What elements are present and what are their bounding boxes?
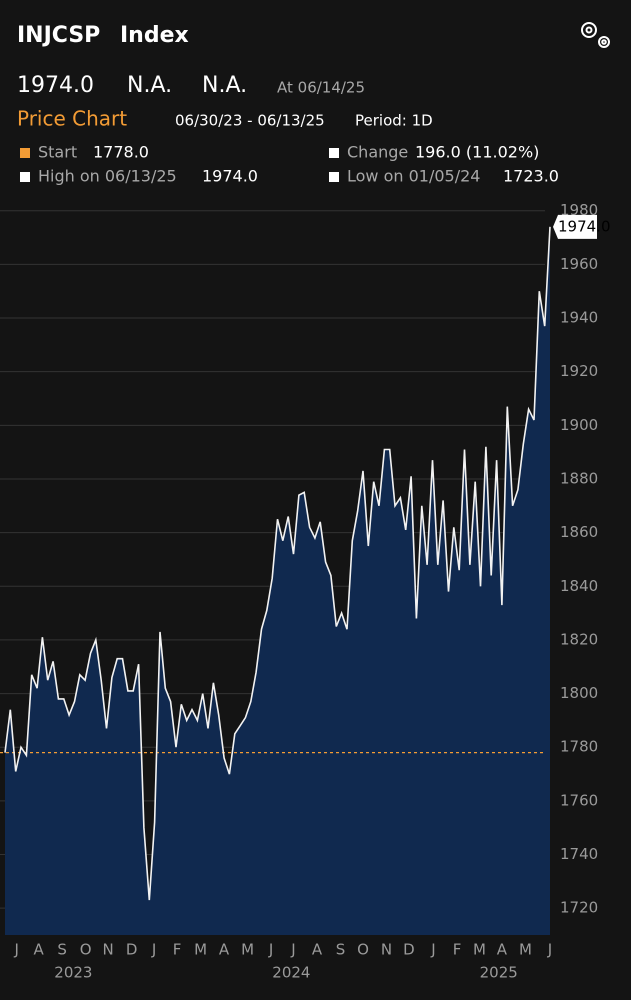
x-tick-label: A (219, 941, 230, 959)
date-range: 06/30/23 - 06/13/25 (175, 112, 325, 130)
legend-marker (329, 172, 339, 182)
y-tick-label: 1740 (560, 845, 598, 863)
y-tick-label: 1920 (560, 362, 598, 380)
y-tick-label: 1960 (560, 255, 598, 273)
legend: Start 1778.0 Change 196.0 (11.02%) High on 0… (20, 143, 559, 186)
plot: 1720 1740 1760 1780 1800 1820 1840 1860 1880 1900… (0, 201, 611, 982)
x-tick-label: A (497, 941, 508, 959)
x-tick-label: A (312, 941, 323, 959)
x-tick-label: S (57, 941, 67, 959)
y-tick-label: 1780 (560, 738, 598, 756)
x-tick-label: J (268, 941, 273, 959)
field-2: N.A. (127, 73, 172, 98)
x-group-label: 2024 (272, 964, 310, 982)
x-tick-label: M (241, 941, 254, 959)
x-tick-label: M (194, 941, 207, 959)
legend-value: 1723.0 (503, 167, 559, 186)
x-tick-label: M (473, 941, 486, 959)
legend-value: 196.0 (11.02%) (415, 143, 539, 162)
price-line (4, 226, 551, 901)
x-group-label: 2023 (54, 964, 92, 982)
y-tick-label: 1980 (560, 201, 598, 219)
x-tick-label: N (381, 941, 392, 959)
x-tick-label: J (290, 941, 295, 959)
x-tick-label: J (430, 941, 435, 959)
x-tick-label: N (103, 941, 114, 959)
y-tick-label: 1800 (560, 684, 598, 702)
x-tick-label: M (519, 941, 532, 959)
x-tick-label: O (80, 941, 92, 959)
y-tick-label: 1760 (560, 791, 598, 809)
legend-label: Low on 01/05/24 (347, 167, 480, 186)
y-tick-label: 1860 (560, 523, 598, 541)
symbol: INJCSP (17, 23, 100, 48)
as-of: At 06/14/25 (277, 79, 365, 97)
x-tick-label: D (126, 941, 138, 959)
x-tick-label: J (151, 941, 156, 959)
y-tick-label: 1720 (560, 899, 598, 917)
y-tick-label: 1940 (560, 309, 598, 327)
last-value-label: 1974.0 (558, 217, 611, 235)
x-tick-label: D (403, 941, 415, 959)
legend-label: Change (347, 143, 408, 162)
x-tick-label: S (336, 941, 346, 959)
x-tick-label: J (547, 941, 552, 959)
settings-icon[interactable] (581, 22, 610, 48)
x-tick-label: F (453, 941, 462, 959)
chart-title: Price Chart (17, 107, 127, 131)
x-tick-label: J (14, 941, 19, 959)
legend-marker (329, 148, 339, 158)
y-tick-label: 1840 (560, 577, 598, 595)
x-tick-label: O (357, 941, 369, 959)
x-tick-label: A (34, 941, 45, 959)
x-group-label: 2025 (480, 964, 518, 982)
last-value-callout (553, 214, 597, 239)
legend-label: High on 06/13/25 (38, 167, 177, 186)
legend-marker (20, 148, 30, 158)
field-3: N.A. (202, 73, 247, 98)
y-tick-label: 1880 (560, 469, 598, 487)
y-tick-label: 1820 (560, 630, 598, 648)
legend-marker (20, 172, 30, 182)
security-kind: Index (120, 23, 189, 48)
period: Period: 1D (355, 112, 433, 130)
legend-label: Start (38, 143, 77, 162)
y-tick-label: 1900 (560, 416, 598, 434)
x-tick-label: F (173, 941, 182, 959)
legend-value: 1974.0 (202, 167, 258, 186)
last-price: 1974.0 (17, 73, 94, 98)
legend-value: 1778.0 (93, 143, 149, 162)
